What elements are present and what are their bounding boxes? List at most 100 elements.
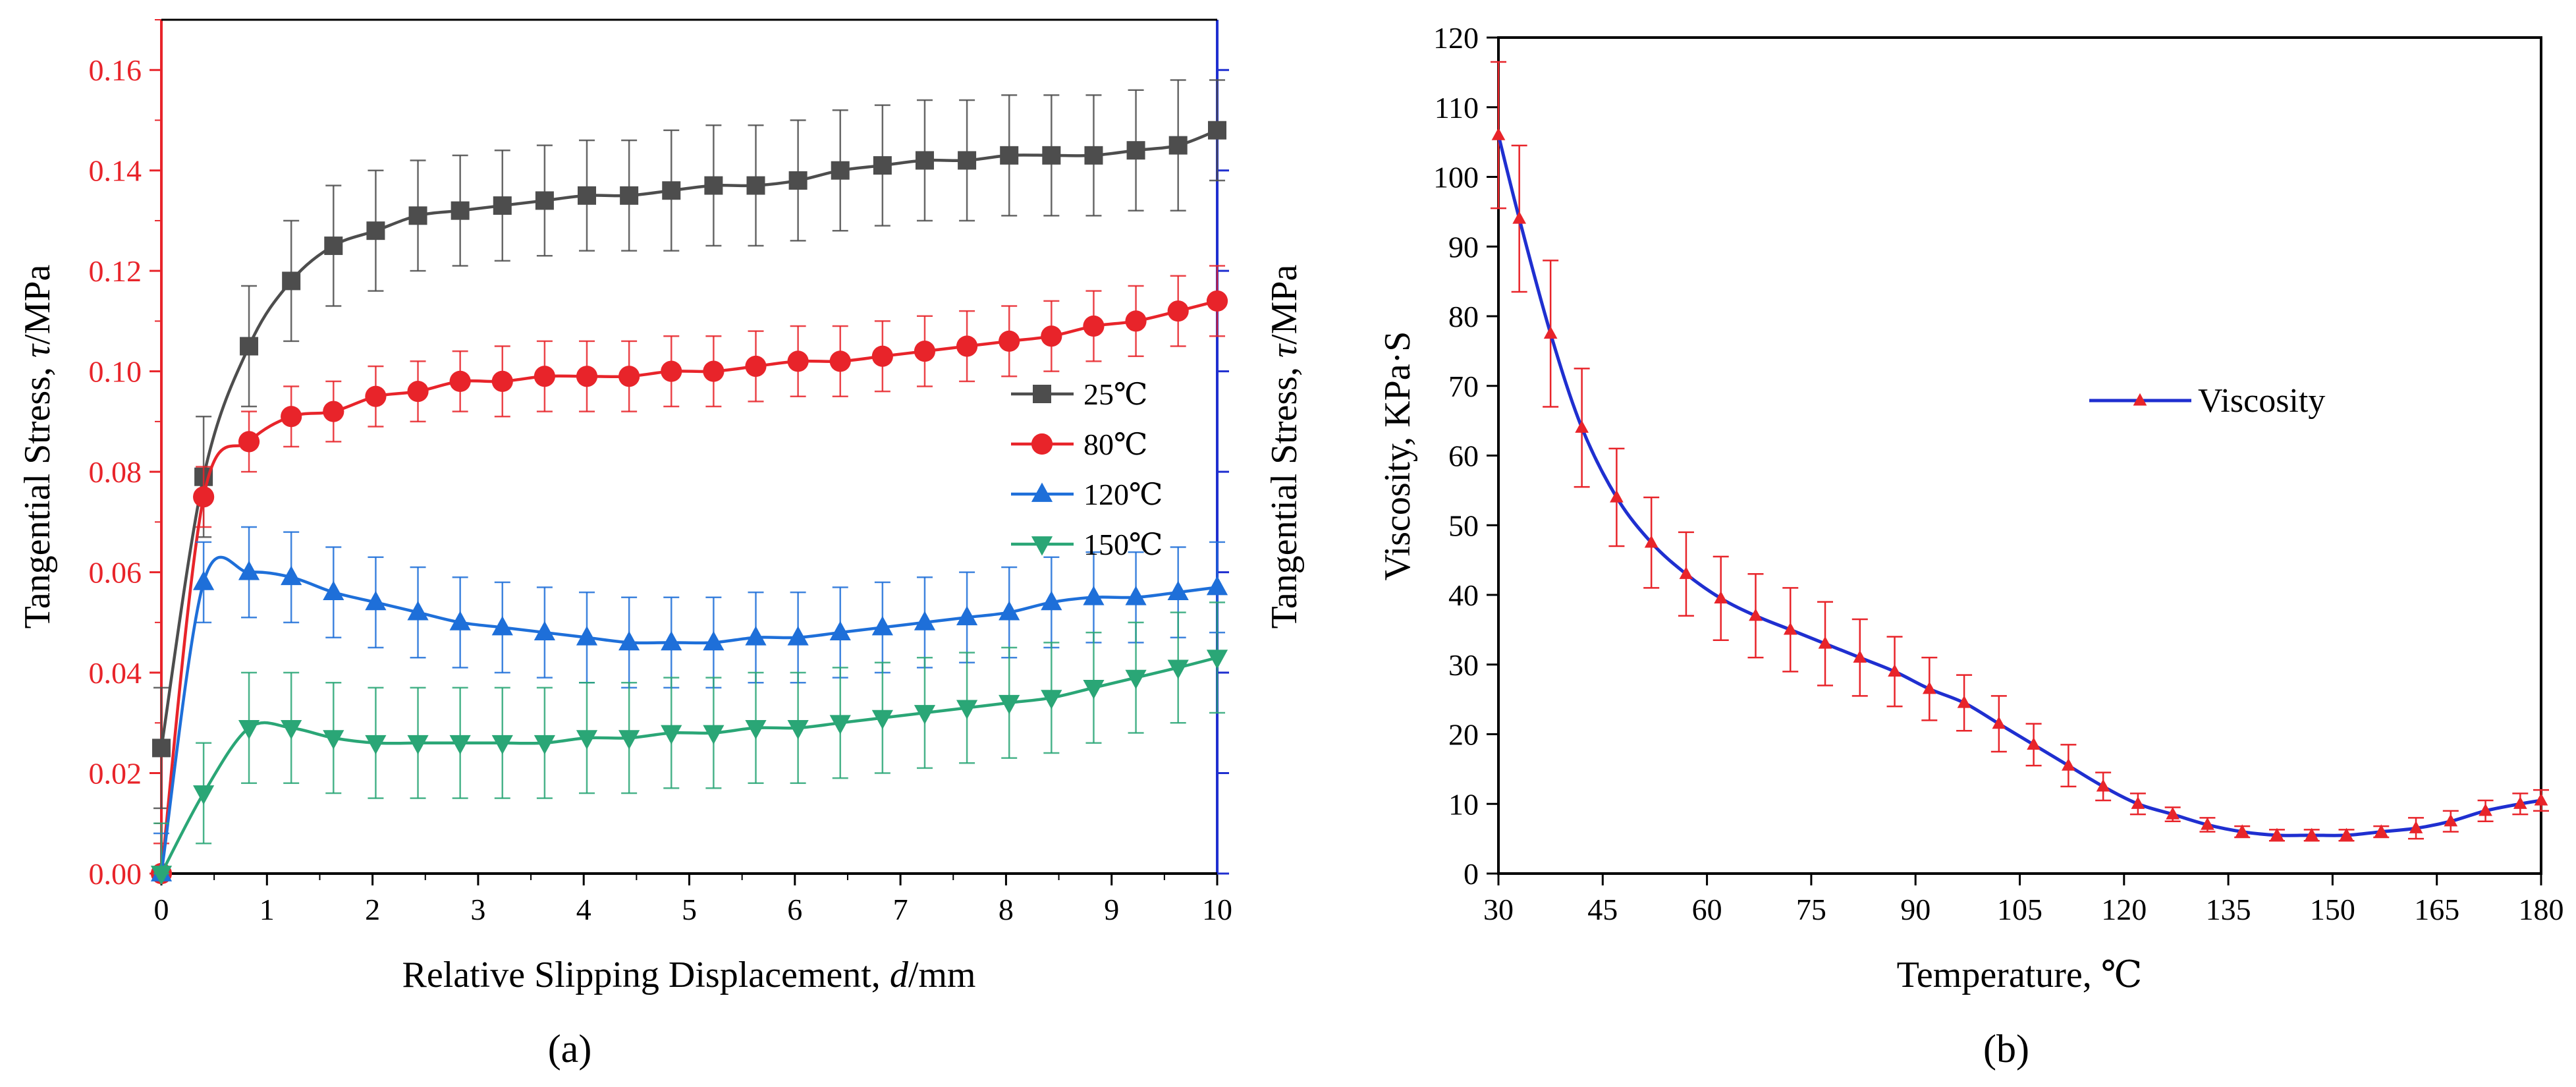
chart-a-data-point — [704, 176, 723, 195]
chart-b-data-point — [1888, 664, 1902, 677]
chart-a-data-point — [1041, 325, 1062, 347]
chart-a-data-point — [323, 401, 344, 422]
chart-a-data-point — [703, 630, 725, 651]
chart-a-left-y-tick-label: 0.16 — [89, 53, 142, 87]
chart-a-data-point — [871, 345, 893, 367]
chart-a-x-tick-label: 1 — [260, 893, 275, 926]
chart-a-data-point — [240, 337, 259, 356]
chart-a-data-point — [914, 705, 936, 725]
chart-a-data-point — [662, 181, 681, 200]
chart-a-data-point — [365, 735, 387, 755]
chart-a-data-point — [281, 406, 302, 428]
chart-b-y-tick-label: 30 — [1448, 648, 1479, 682]
chart-b-data-point — [1992, 716, 2006, 729]
chart-a-data-point — [1168, 136, 1188, 155]
chart-a-legend-label: 150℃ — [1083, 528, 1163, 561]
chart-a-data-point — [1000, 146, 1019, 165]
chart-b-panel-label: (b) — [1983, 1027, 2029, 1071]
chart-a-x-tick-label: 8 — [999, 893, 1014, 926]
chart-a-data-point — [578, 186, 597, 205]
chart-a-data-point — [1083, 315, 1105, 337]
chart-b-y-tick-label: 0 — [1464, 857, 1479, 891]
chart-a-left-y-tick-label: 0.04 — [89, 656, 142, 690]
chart-b-data-point — [2201, 817, 2214, 830]
chart-b-x-tick-label: 180 — [2519, 893, 2564, 926]
chart-a-data-point — [618, 730, 640, 750]
chart-a-data-point — [999, 601, 1020, 621]
chart-b-y-tick-label: 20 — [1448, 718, 1479, 752]
chart-a-data-point — [323, 730, 344, 750]
chart-a-data-point — [238, 431, 260, 453]
chart-a-data-point — [787, 626, 809, 646]
chart-a-data-point — [150, 866, 173, 885]
chart-b-legend-marker — [2133, 393, 2147, 406]
chart-a-data-point — [576, 730, 598, 750]
chart-a-data-point — [407, 381, 429, 403]
chart-a-x-axis-title: Relative Slipping Displacement, d/mm — [402, 955, 976, 995]
chart-a-data-point — [1206, 650, 1228, 669]
chart-b-x-tick-label: 90 — [1900, 893, 1931, 926]
chart-b-x-tick-label: 150 — [2310, 893, 2355, 926]
chart-a-data-point — [1041, 690, 1062, 710]
chart-b-y-tick-label: 80 — [1448, 300, 1479, 333]
chart-b-data-point — [1818, 636, 1832, 649]
chart-b-data-point — [1922, 681, 1936, 694]
chart-a-data-point — [534, 366, 555, 387]
chart-a-series-0 — [152, 79, 1226, 810]
chart-a-left-y-tick-label: 0.14 — [89, 154, 142, 188]
chart-a-data-point — [576, 626, 598, 646]
chart-a-data-point — [576, 366, 598, 387]
chart-a-data-point — [620, 186, 639, 205]
chart-a-data-point — [451, 201, 470, 220]
chart-b: 30 45 60 75 90 105 120 135 150 165 180 0 10 20 30 40 50 6… — [1377, 21, 2564, 1071]
chart-a-data-point — [1167, 300, 1189, 322]
chart-b-y-tick-label: 70 — [1448, 370, 1479, 403]
chart-a-data-point — [365, 385, 387, 407]
chart-a-series-line — [159, 128, 1218, 748]
chart-a-data-point — [281, 565, 302, 586]
chart-b-data-point — [1610, 489, 1624, 503]
chart-a-data-point — [281, 720, 302, 740]
chart-a-data-point — [871, 710, 893, 730]
chart-b-data-point — [1679, 567, 1693, 579]
chart-a-left-y-axis-title: Tangential Stress, τ/MPa — [17, 264, 58, 628]
chart-a-data-point — [746, 176, 765, 195]
chart-b-data-point — [2166, 806, 2180, 820]
chart-b-y-tick-label: 50 — [1448, 509, 1479, 542]
chart-a-legend-label: 120℃ — [1083, 478, 1163, 511]
chart-a-x-tick-label: 9 — [1104, 893, 1119, 926]
chart-a-data-point — [408, 206, 427, 225]
chart-a-data-point — [914, 611, 936, 630]
chart-b-legend: Viscosity — [2089, 382, 2325, 420]
chart-a-data-point — [1083, 586, 1105, 605]
chart-a-data-point — [703, 725, 725, 745]
chart-b-data-point — [1543, 326, 1558, 339]
chart-a-series-line — [159, 299, 1218, 874]
chart-a-data-point — [1125, 586, 1147, 605]
chart-a-data-point — [745, 355, 767, 377]
chart-b-x-tick-label: 75 — [1796, 893, 1826, 926]
chart-b-series-line — [1496, 134, 2542, 837]
chart-a-data-point — [956, 335, 978, 357]
chart-a-data-point — [1084, 146, 1103, 165]
chart-a-legend-label: 80℃ — [1083, 428, 1147, 461]
chart-b-data-point — [1575, 420, 1589, 433]
chart-b-data-point — [1491, 127, 1506, 140]
chart-a-x-tick-label: 7 — [893, 893, 908, 926]
chart-b-x-tick-label: 30 — [1483, 893, 1514, 926]
chart-a-data-point — [491, 370, 513, 392]
chart-a-data-point — [491, 735, 513, 755]
chart-b-data-point — [2340, 827, 2353, 841]
chart-a-legend-marker — [1031, 536, 1053, 556]
chart-a: 0 1 2 3 4 5 6 7 8 9 10 0.00 0.02 0.04 0.06 0.08 0.10 0.12… — [17, 18, 1305, 1071]
chart-a-series-1 — [150, 265, 1228, 885]
chart-b-data-point — [1749, 608, 1763, 621]
chart-a-legend-marker — [1031, 482, 1053, 502]
chart-a-data-point — [915, 151, 934, 170]
chart-a-data-point — [999, 330, 1020, 352]
chart-a-data-point — [829, 621, 851, 640]
chart-b-data-point — [2027, 737, 2041, 750]
chart-a-data-point — [829, 715, 851, 735]
chart-a-data-point — [1126, 141, 1145, 160]
chart-a-data-point — [449, 611, 471, 630]
